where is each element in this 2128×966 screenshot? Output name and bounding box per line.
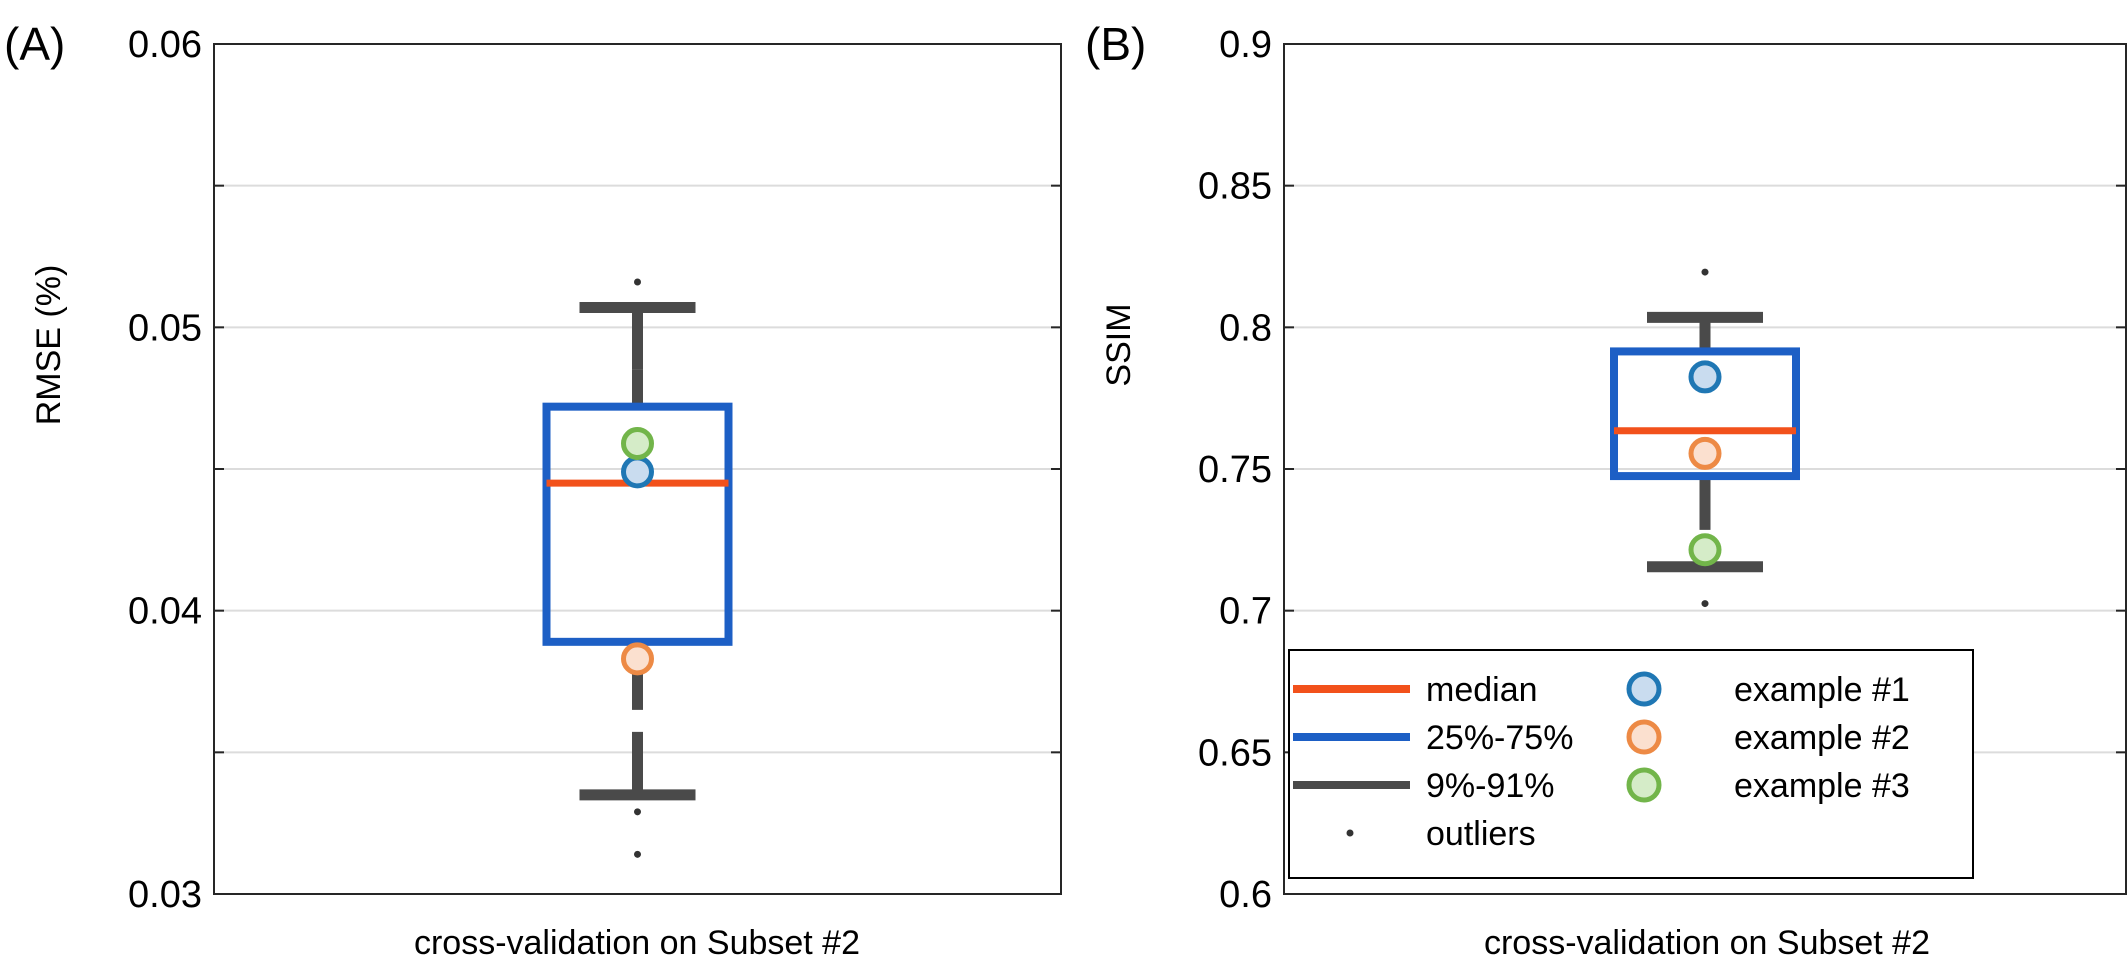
panel-b-box (1610, 268, 1800, 608)
panel-b-iqr-box (1610, 347, 1800, 481)
panel-a-example1-point (621, 455, 654, 489)
legend-example3-label: example #3 (1734, 767, 1910, 805)
panel-a-y-tick-label: 0.06 (128, 24, 202, 66)
panel-a-y-tick-label: 0.03 (128, 874, 202, 916)
panel-b-y-tick-label: 0.75 (1198, 449, 1272, 491)
panel-a-label: (A) (4, 18, 65, 70)
panel-b-y-tick-label: 0.9 (1219, 24, 1272, 66)
panel-a: (A) 0.03 0.04 0.05 0.06 RMSE (%) cross-vali… (4, 18, 1062, 962)
legend-example2-marker (1626, 719, 1662, 755)
legend-iqr-label: 25%-75% (1426, 719, 1573, 757)
panel-b-y-tick-label: 0.7 (1219, 591, 1272, 633)
panel-a-iqr-box (542, 402, 733, 646)
legend-example3-marker (1626, 767, 1662, 803)
legend-outliers-label: outliers (1426, 815, 1536, 853)
legend-example1-label: example #1 (1734, 671, 1910, 709)
legend-whisker-label: 9%-91% (1426, 767, 1555, 805)
panel-b-y-tick-label: 0.85 (1198, 166, 1272, 208)
panel-a-y-ticks: 0.03 0.04 0.05 0.06 (128, 24, 1061, 916)
panel-b-y-tick-label: 0.65 (1198, 732, 1272, 774)
legend-example2-label: example #2 (1734, 719, 1910, 757)
panel-a-y-axis-label: RMSE (%) (30, 265, 68, 426)
panel-b-y-ticks: 0.6 0.65 0.7 0.75 0.8 0.85 0.9 (1198, 24, 2126, 916)
panel-b-x-axis-label: cross-validation on Subset #2 (1484, 924, 1930, 962)
panel-b-y-axis-label: SSIM (1100, 303, 1138, 386)
panel-a-outlier-point (634, 850, 641, 858)
legend-example1-marker (1626, 671, 1662, 707)
legend: median 25%-75% 9%-91% outliers example #1 exa… (1288, 649, 1974, 879)
panel-a-box (542, 278, 733, 858)
panel-a-axes-frame (213, 43, 1062, 895)
panel-b-example1-point (1688, 360, 1722, 394)
legend-outliers-marker (1346, 829, 1354, 837)
panel-a-y-tick-label: 0.04 (128, 591, 202, 633)
panel-a-example2-point (621, 642, 654, 676)
panel-b-axes-frame (1283, 43, 2127, 895)
panel-b-outlier-point (1701, 268, 1709, 276)
panel-a-x-axis-label: cross-validation on Subset #2 (414, 924, 860, 962)
panel-a-outlier-point (634, 808, 641, 816)
panel-b-label: (B) (1085, 18, 1146, 70)
panel-b-y-tick-label: 0.8 (1219, 307, 1272, 349)
panel-b-example3-point (1688, 533, 1722, 567)
panel-b-y-tick-label: 0.6 (1219, 874, 1272, 916)
panel-b-outlier-point (1701, 600, 1709, 608)
panel-a-example3-point (621, 427, 654, 460)
panel-a-outlier-point (634, 278, 641, 286)
panel-b-example2-point (1688, 436, 1722, 470)
legend-median-label: median (1426, 671, 1538, 709)
panel-a-y-tick-label: 0.05 (128, 307, 202, 349)
